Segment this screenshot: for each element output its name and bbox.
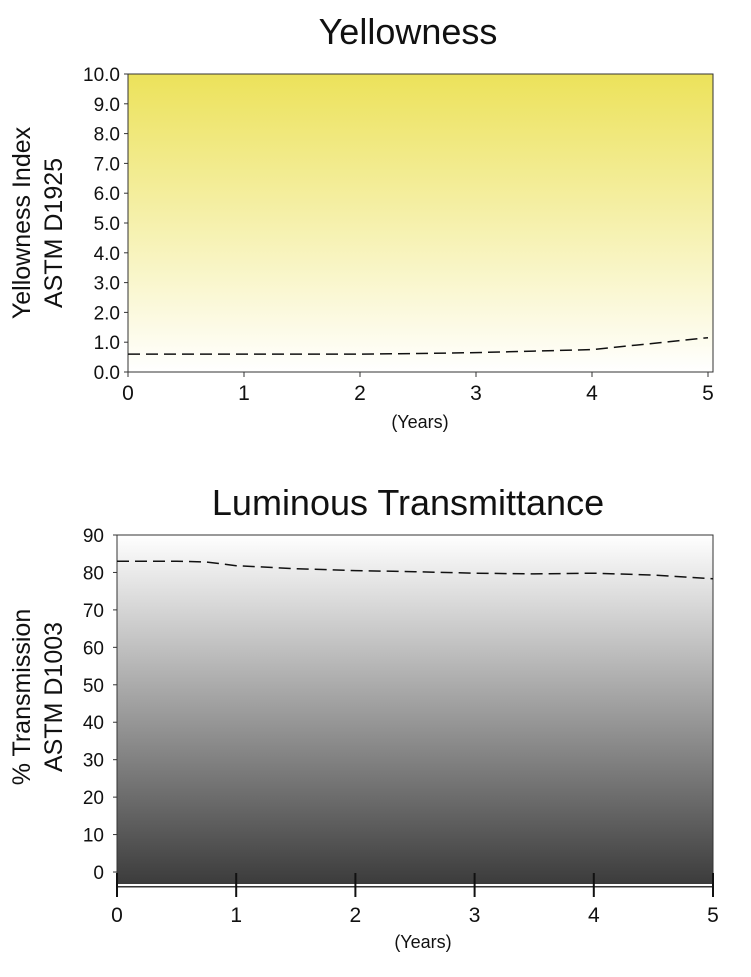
y-tick-label: 50 (83, 676, 104, 697)
y-tick-label: 6.0 (94, 184, 120, 205)
y-tick-label: 60 (83, 638, 104, 659)
yellowness-chart: Yellowness Yellowness Index ASTM D1925 (… (8, 11, 714, 432)
y-axis-label-line2: ASTM D1925 (40, 158, 68, 308)
y-tick-label: 2.0 (94, 303, 120, 324)
transmittance-chart: Luminous Transmittance % Transmission AS… (8, 482, 719, 952)
x-tick-label: 3 (470, 382, 482, 405)
y-tick-label: 1.0 (94, 333, 120, 354)
yellowness-series-line (128, 336, 709, 355)
y-axis-label-line1: % Transmission (8, 609, 36, 785)
chart-title: Yellowness (319, 11, 498, 52)
x-tick-label: 4 (586, 382, 598, 405)
y-tick-label: 70 (83, 601, 104, 622)
x-tick-label: 1 (238, 382, 250, 405)
y-tick-label: 20 (83, 788, 104, 809)
y-tick-label: 0 (93, 863, 104, 884)
y-tick-label: 10 (83, 826, 104, 847)
x-tick-label: 0 (111, 904, 123, 927)
y-tick-label: 3.0 (94, 274, 120, 295)
y-tick-label: 4.0 (94, 244, 120, 265)
y-tick-label: 7.0 (94, 154, 120, 175)
y-tick-label: 10.0 (83, 65, 120, 86)
y-tick-label: 30 (83, 751, 104, 772)
y-tick-label: 0.0 (94, 363, 120, 384)
x-tick-label: 1 (230, 904, 242, 927)
y-tick-label: 8.0 (94, 125, 120, 146)
x-tick-label: 4 (588, 904, 600, 927)
plot-area (127, 73, 714, 373)
x-tick-label: 2 (354, 382, 366, 405)
x-tick-label: 3 (469, 904, 481, 927)
y-tick-label: 90 (83, 526, 104, 547)
x-axis-label: (Years) (394, 932, 451, 952)
x-axis-label: (Years) (391, 412, 448, 432)
y-tick-label: 80 (83, 563, 104, 584)
y-tick-label: 5.0 (94, 214, 120, 235)
y-tick-label: 9.0 (94, 95, 120, 116)
transmittance-series-line (117, 560, 714, 580)
x-tick-label: 5 (707, 904, 719, 927)
y-axis-label-line1: Yellowness Index (8, 126, 36, 319)
x-tick-label: 5 (702, 382, 714, 405)
y-tick-label: 40 (83, 713, 104, 734)
x-tick-label: 0 (122, 382, 134, 405)
x-tick-label: 2 (350, 904, 362, 927)
chart-title: Luminous Transmittance (212, 482, 604, 523)
plot-area (116, 534, 714, 888)
y-axis-label-line2: ASTM D1003 (40, 622, 68, 772)
